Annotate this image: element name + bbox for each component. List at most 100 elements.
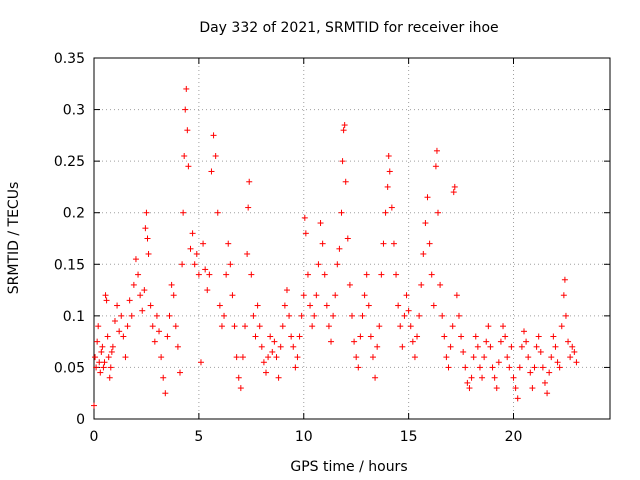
data-point — [405, 307, 412, 314]
data-point — [552, 343, 559, 350]
plot-frame — [93, 57, 611, 420]
data-point — [250, 312, 257, 319]
data-point — [571, 348, 578, 355]
data-point — [489, 364, 496, 371]
data-point — [95, 323, 102, 330]
data-point — [214, 209, 221, 216]
data-point — [309, 323, 316, 330]
data-point — [130, 281, 137, 288]
data-point — [126, 297, 133, 304]
data-point — [483, 338, 490, 345]
data-point — [332, 292, 339, 299]
data-point — [523, 338, 530, 345]
data-point — [424, 194, 431, 201]
data-point — [204, 287, 211, 294]
data-point — [481, 354, 488, 361]
data-point — [237, 385, 244, 392]
data-point — [416, 312, 423, 319]
data-point — [153, 312, 160, 319]
data-point — [177, 369, 183, 376]
data-point — [166, 312, 173, 319]
x-tick-label: 20 — [505, 429, 523, 445]
data-point — [164, 333, 171, 340]
data-point — [195, 271, 202, 278]
data-point — [273, 354, 280, 361]
data-point — [367, 333, 374, 340]
data-point — [458, 333, 465, 340]
data-point — [518, 343, 525, 350]
data-point — [384, 183, 391, 190]
y-tick-label: 0.1 — [63, 309, 85, 325]
x-tick-label: 10 — [295, 429, 313, 445]
data-point — [233, 354, 240, 361]
data-point — [319, 240, 326, 247]
data-point — [388, 204, 395, 211]
data-point — [340, 127, 347, 134]
data-point — [189, 230, 196, 237]
data-point — [390, 240, 397, 247]
data-point — [183, 85, 190, 92]
data-point — [487, 343, 494, 350]
data-point — [357, 333, 364, 340]
data-point — [277, 343, 284, 350]
data-point — [341, 122, 348, 129]
data-point — [191, 261, 198, 268]
data-point — [462, 364, 469, 371]
data-point — [464, 379, 471, 386]
data-point — [118, 312, 125, 319]
data-point — [109, 343, 116, 350]
data-point — [385, 152, 392, 159]
data-point — [466, 385, 473, 392]
data-point — [374, 343, 381, 350]
data-point — [181, 152, 188, 159]
data-point — [435, 209, 441, 216]
data-point — [239, 354, 246, 361]
data-point — [294, 354, 301, 361]
data-point — [300, 292, 307, 299]
chart-title: Day 332 of 2021, SRMTID for receiver iho… — [199, 20, 498, 36]
data-point — [174, 343, 181, 350]
y-tick-label: 0 — [76, 412, 85, 428]
data-point — [179, 261, 186, 268]
data-point — [359, 312, 366, 319]
y-tick-label: 0.05 — [54, 360, 85, 376]
data-point — [101, 359, 108, 366]
axis-ticks: 0 0.05 0.1 0.15 0.2 0.25 0.3 0.35 0 5 10 15 20 — [54, 51, 610, 445]
data-point — [432, 163, 439, 170]
data-point — [107, 364, 114, 371]
data-point — [439, 312, 446, 319]
data-point — [567, 354, 574, 361]
data-point — [535, 333, 542, 340]
data-point — [378, 271, 385, 278]
data-point — [263, 369, 269, 376]
data-point — [162, 390, 169, 397]
data-point — [474, 343, 481, 350]
data-point — [521, 328, 527, 335]
data-point — [533, 343, 540, 350]
data-point — [242, 323, 249, 330]
data-point — [231, 323, 238, 330]
data-point — [500, 323, 507, 330]
data-point — [323, 302, 330, 309]
data-point — [369, 354, 376, 361]
data-point — [197, 359, 204, 366]
data-point — [187, 245, 194, 252]
data-point — [491, 374, 498, 381]
data-point — [411, 354, 418, 361]
data-point — [218, 323, 225, 330]
data-point — [244, 250, 251, 257]
data-point — [414, 333, 421, 340]
data-point — [120, 333, 127, 340]
data-point — [258, 343, 265, 350]
data-point — [485, 323, 492, 330]
data-point — [470, 354, 477, 361]
data-point — [193, 250, 200, 257]
data-point — [451, 183, 458, 190]
data-point — [355, 364, 362, 371]
data-point — [102, 292, 109, 299]
data-point — [256, 323, 263, 330]
data-point — [497, 338, 504, 345]
data-point — [537, 348, 544, 355]
data-point — [460, 348, 467, 355]
data-point — [349, 312, 355, 319]
